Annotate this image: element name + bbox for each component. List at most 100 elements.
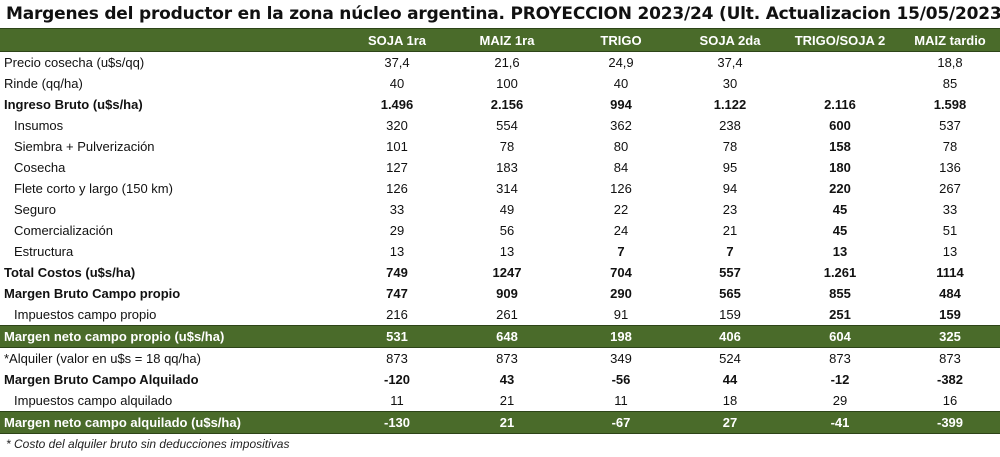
table-row: Impuestos campo alquilado 11 21 11 18 29…	[0, 390, 1000, 412]
row-label: Margen neto campo alquilado (u$s/ha)	[0, 411, 342, 434]
table-cell: 159	[719, 307, 741, 322]
table-row: Estructura 13 13 7 7 13 13	[0, 241, 1000, 262]
table-row: Seguro 33 49 22 23 45 33	[0, 199, 1000, 220]
table-cell: 27	[680, 411, 780, 434]
table-cell: 7	[726, 244, 734, 259]
table-cell: 18,8	[937, 55, 963, 70]
row-label: Insumos	[14, 118, 64, 133]
table-cell: 873	[829, 351, 851, 366]
table-cell: 13	[389, 244, 405, 259]
table-row: Insumos 320 554 362 238 600 537	[0, 115, 1000, 136]
table-cell: 78	[499, 139, 515, 154]
table-cell: 180	[829, 160, 851, 175]
table-cell: 45	[832, 202, 848, 217]
table-cell: -56	[611, 372, 631, 387]
table-cell: 855	[829, 286, 851, 301]
table-cell: 484	[939, 286, 961, 301]
table-cell: 1114	[936, 265, 964, 280]
table-cell: 126	[386, 181, 408, 196]
row-label: Margen Bruto Campo Alquilado	[4, 372, 199, 387]
table-cell: 56	[499, 223, 515, 238]
table-cell: 554	[496, 118, 518, 133]
table-cell: -41	[780, 411, 900, 434]
table-row-highlight: Margen neto campo propio (u$s/ha) 531 64…	[0, 325, 1000, 348]
table-cell: 531	[342, 325, 452, 348]
table-cell: 261	[496, 307, 518, 322]
row-label: Siembra + Pulverización	[14, 139, 155, 154]
table-cell: 21	[499, 393, 515, 408]
table-cell: 18	[722, 393, 738, 408]
header-cell-label	[0, 28, 342, 52]
table-cell: 2.156	[490, 97, 524, 112]
table-cell: 33	[942, 202, 958, 217]
table-cell: 21,6	[494, 55, 520, 70]
table-cell: 40	[613, 76, 629, 91]
header-row: SOJA 1ra MAIZ 1ra TRIGO SOJA 2da TRIGO/S…	[0, 28, 1000, 52]
table-row: Flete corto y largo (150 km) 126 314 126…	[0, 178, 1000, 199]
table-cell: 220	[829, 181, 851, 196]
margins-table: SOJA 1ra MAIZ 1ra TRIGO SOJA 2da TRIGO/S…	[0, 28, 1000, 434]
table-cell: 94	[722, 181, 738, 196]
table-cell: 267	[939, 181, 961, 196]
table-cell: 11	[614, 393, 628, 408]
header-cell-soja-2da: SOJA 2da	[680, 28, 780, 52]
table-cell	[780, 52, 900, 74]
row-label: Impuestos campo propio	[14, 307, 157, 322]
table-row: Margen Bruto Campo Alquilado -120 43 -56…	[0, 369, 1000, 390]
row-label: Precio cosecha (u$s/qq)	[4, 55, 145, 70]
table-cell: 2.116	[824, 97, 856, 112]
table-cell: 1.261	[823, 265, 857, 280]
table-cell: 406	[680, 325, 780, 348]
table-cell: 747	[386, 286, 408, 301]
table-cell: 21	[452, 411, 562, 434]
table-row: Rinde (qq/ha) 40 100 40 30 85	[0, 73, 1000, 94]
table-cell: 557	[719, 265, 741, 280]
row-label: Comercialización	[14, 223, 113, 238]
table-cell: 16	[942, 393, 958, 408]
table-cell: 78	[722, 139, 738, 154]
table-cell: 84	[613, 160, 629, 175]
table-row: Margen Bruto Campo propio 747 909 290 56…	[0, 283, 1000, 304]
table-cell: 24	[613, 223, 629, 238]
row-label: Flete corto y largo (150 km)	[14, 181, 173, 196]
table-row: *Alquiler (valor en u$s = 18 qq/ha) 873 …	[0, 348, 1000, 370]
table-cell: 524	[719, 351, 741, 366]
footnote: * Costo del alquiler bruto sin deduccion…	[6, 437, 290, 451]
table-cell: -120	[383, 372, 411, 387]
table-cell: 238	[719, 118, 741, 133]
table-cell: 21	[722, 223, 738, 238]
table-cell: 749	[386, 265, 408, 280]
table-cell: 13	[499, 244, 515, 259]
table-cell: 604	[780, 325, 900, 348]
table-cell: -382	[936, 372, 964, 387]
row-label: Margen Bruto Campo propio	[4, 286, 181, 301]
table-cell: 22	[613, 202, 629, 217]
table-cell: 101	[386, 139, 408, 154]
table-cell: 85	[942, 76, 958, 91]
table-cell: 24,9	[608, 55, 634, 70]
table-cell: 909	[496, 286, 518, 301]
table-row-highlight: Margen neto campo alquilado (u$s/ha) -13…	[0, 411, 1000, 434]
table-cell: 100	[496, 76, 518, 91]
table-cell: 11	[390, 393, 404, 408]
table-cell: 873	[386, 351, 408, 366]
table-cell: 183	[496, 160, 518, 175]
row-label: Rinde (qq/ha)	[4, 76, 83, 91]
table-cell: 136	[939, 160, 961, 175]
table-cell: 314	[496, 181, 518, 196]
table-cell: -12	[830, 372, 850, 387]
row-label: Impuestos campo alquilado	[14, 393, 173, 408]
row-label: Margen neto campo propio (u$s/ha)	[0, 325, 342, 348]
table-cell: 159	[939, 307, 961, 322]
table-cell: -67	[562, 411, 680, 434]
header-cell-trigo-soja-2: TRIGO/SOJA 2	[780, 28, 900, 52]
table-cell: 43	[499, 372, 515, 387]
table-cell: 49	[499, 202, 515, 217]
table-cell: 537	[939, 118, 961, 133]
table-cell: 873	[939, 351, 961, 366]
table-cell: 362	[610, 118, 632, 133]
table-cell: 216	[386, 307, 408, 322]
table-cell: 126	[610, 181, 632, 196]
table-cell: 1247	[492, 265, 522, 280]
header-cell-soja-1ra: SOJA 1ra	[342, 28, 452, 52]
